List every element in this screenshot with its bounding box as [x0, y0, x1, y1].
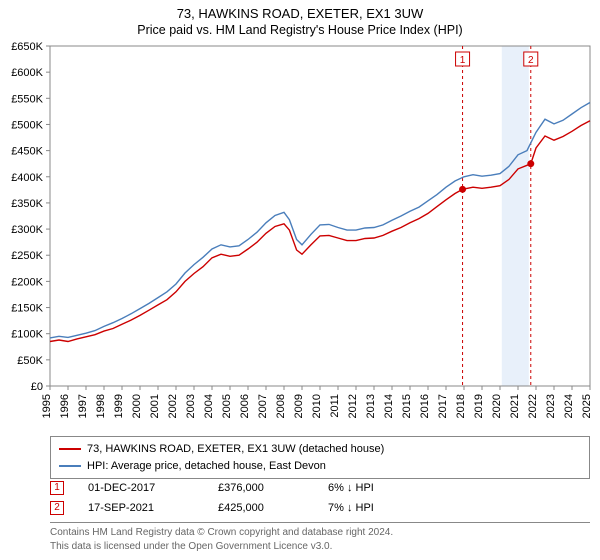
legend-item: 73, HAWKINS ROAD, EXETER, EX1 3UW (detac…: [59, 441, 581, 458]
svg-text:2001: 2001: [149, 394, 161, 418]
svg-text:£150K: £150K: [11, 303, 43, 315]
marker-hpi-pct: 6%: [328, 482, 344, 494]
down-arrow-icon: ↓: [347, 482, 353, 494]
marker-hpi: 6% ↓ HPI: [328, 482, 448, 494]
marker-badge: 1: [50, 481, 64, 495]
svg-text:2012: 2012: [347, 394, 359, 418]
svg-text:2014: 2014: [383, 394, 395, 418]
svg-text:£200K: £200K: [11, 276, 43, 288]
footer-attribution: Contains HM Land Registry data © Crown c…: [50, 522, 590, 553]
footer-line: This data is licensed under the Open Gov…: [50, 540, 590, 554]
chart-title-sub: Price paid vs. HM Land Registry's House …: [0, 21, 600, 37]
svg-text:£400K: £400K: [11, 172, 43, 184]
svg-text:2016: 2016: [419, 394, 431, 418]
svg-text:2022: 2022: [527, 394, 539, 418]
marker-hpi-label: HPI: [356, 482, 374, 494]
svg-text:£350K: £350K: [11, 198, 43, 210]
marker-hpi-pct: 7%: [328, 502, 344, 514]
svg-text:2024: 2024: [563, 394, 575, 418]
svg-text:£550K: £550K: [11, 93, 43, 105]
svg-text:1997: 1997: [77, 394, 89, 418]
svg-text:2002: 2002: [167, 394, 179, 418]
down-arrow-icon: ↓: [347, 502, 353, 514]
svg-text:£450K: £450K: [11, 146, 43, 158]
svg-text:1996: 1996: [59, 394, 71, 418]
legend-label: HPI: Average price, detached house, East…: [87, 458, 326, 475]
marker-date: 01-DEC-2017: [88, 482, 218, 494]
svg-text:£600K: £600K: [11, 67, 43, 79]
svg-text:2007: 2007: [257, 394, 269, 418]
legend-box: 73, HAWKINS ROAD, EXETER, EX1 3UW (detac…: [50, 436, 590, 479]
svg-text:1995: 1995: [41, 394, 53, 418]
legend-swatch: [59, 465, 81, 467]
svg-text:2005: 2005: [221, 394, 233, 418]
marker-hpi: 7% ↓ HPI: [328, 502, 448, 514]
svg-text:2000: 2000: [131, 394, 143, 418]
footer-line: Contains HM Land Registry data © Crown c…: [50, 526, 590, 540]
svg-text:2015: 2015: [401, 394, 413, 418]
svg-text:2003: 2003: [185, 394, 197, 418]
svg-text:2011: 2011: [329, 394, 341, 418]
svg-text:2021: 2021: [509, 394, 521, 418]
svg-text:2023: 2023: [545, 394, 557, 418]
svg-text:1999: 1999: [113, 394, 125, 418]
marker-price: £425,000: [218, 502, 328, 514]
svg-text:2019: 2019: [473, 394, 485, 418]
svg-text:2006: 2006: [239, 394, 251, 418]
chart-title-main: 73, HAWKINS ROAD, EXETER, EX1 3UW: [0, 0, 600, 21]
svg-text:2017: 2017: [437, 394, 449, 418]
svg-text:2004: 2004: [203, 394, 215, 418]
marker-hpi-label: HPI: [356, 502, 374, 514]
svg-text:2013: 2013: [365, 394, 377, 418]
price-markers-table: 1 01-DEC-2017 £376,000 6% ↓ HPI 2 17-SEP…: [50, 478, 590, 518]
svg-text:2025: 2025: [581, 394, 593, 418]
svg-text:£650K: £650K: [11, 41, 43, 53]
svg-text:2018: 2018: [455, 394, 467, 418]
svg-text:£0: £0: [31, 381, 43, 393]
svg-text:2020: 2020: [491, 394, 503, 418]
svg-text:1998: 1998: [95, 394, 107, 418]
marker-row: 2 17-SEP-2021 £425,000 7% ↓ HPI: [50, 498, 590, 518]
chart-plot-area: £0£50K£100K£150K£200K£250K£300K£350K£400…: [50, 46, 590, 386]
svg-text:£50K: £50K: [17, 355, 43, 367]
svg-text:2008: 2008: [275, 394, 287, 418]
svg-text:£100K: £100K: [11, 329, 43, 341]
svg-text:1: 1: [460, 55, 466, 66]
svg-text:£500K: £500K: [11, 119, 43, 131]
svg-text:2010: 2010: [311, 394, 323, 418]
marker-row: 1 01-DEC-2017 £376,000 6% ↓ HPI: [50, 478, 590, 498]
svg-text:2009: 2009: [293, 394, 305, 418]
legend-item: HPI: Average price, detached house, East…: [59, 458, 581, 475]
marker-price: £376,000: [218, 482, 328, 494]
marker-badge: 2: [50, 501, 64, 515]
svg-text:£250K: £250K: [11, 250, 43, 262]
legend-label: 73, HAWKINS ROAD, EXETER, EX1 3UW (detac…: [87, 441, 384, 458]
svg-text:£300K: £300K: [11, 224, 43, 236]
legend-swatch: [59, 448, 81, 450]
svg-text:2: 2: [528, 55, 534, 66]
marker-date: 17-SEP-2021: [88, 502, 218, 514]
